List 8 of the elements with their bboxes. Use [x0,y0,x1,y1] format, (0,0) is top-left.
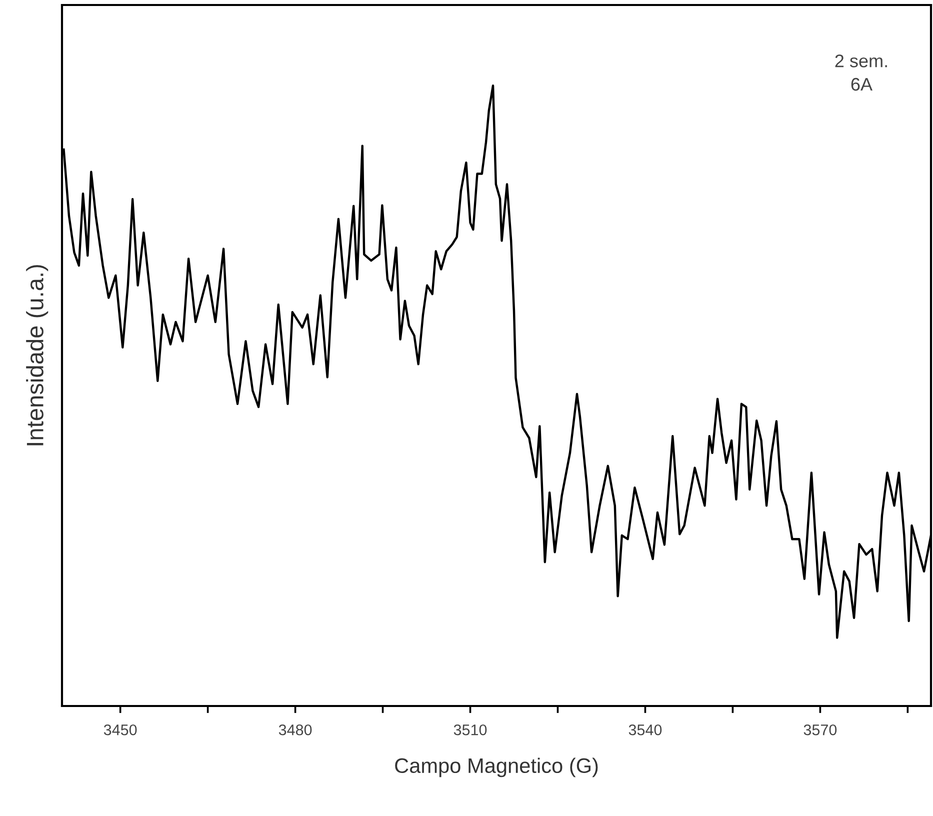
y-axis-title: Intensidade (u.a.) [26,265,48,446]
x-axis-title: Campo Magnetico (G) [395,758,598,778]
x-tick-label: 3510 [454,724,487,736]
x-tick-label: 3480 [278,724,312,736]
x-tick-label: 3450 [104,724,137,736]
x-tick-label: 3540 [628,724,662,736]
x-tick-label: 3570 [804,724,837,736]
annotation: 2 sem. 6A [835,54,887,91]
